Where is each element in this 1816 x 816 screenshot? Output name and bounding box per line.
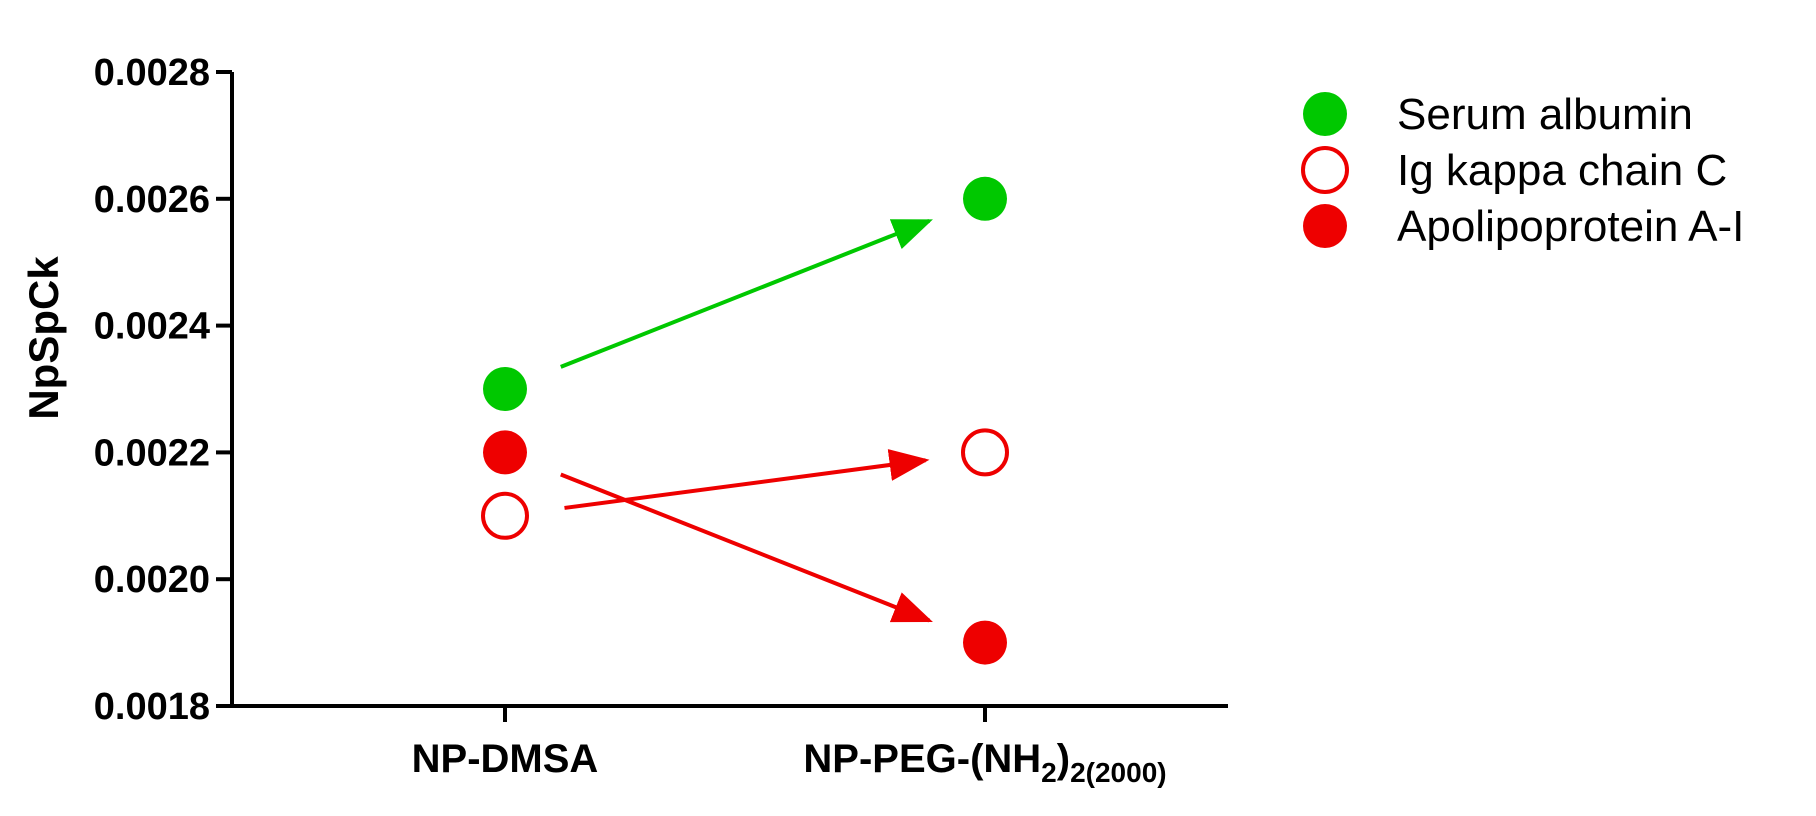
y-tick-label-4: 0.0026: [94, 179, 210, 221]
y-tick-label-3: 0.0024: [94, 306, 210, 348]
y-axis-title: NpSpCk: [20, 256, 67, 420]
y-tick-label-5: 0.0028: [94, 52, 210, 94]
legend-marker-0: [1303, 92, 1347, 136]
legend-label-2: Apolipoprotein A-I: [1397, 202, 1744, 251]
trend-arrows: [560, 219, 933, 623]
y-tick-label-1: 0.0020: [94, 559, 210, 601]
legend-label-0: Serum albumin: [1397, 90, 1693, 139]
data-point-series1-cat1: [961, 428, 1009, 477]
x-category-label-1: NP-PEG-(NH2)2(2000): [803, 737, 1166, 788]
data-point-series1-cat0: [481, 491, 529, 540]
data-point-series2-cat1: [963, 620, 1007, 665]
trend-arrow-0: [560, 219, 933, 369]
legend-marker-2: [1303, 204, 1347, 248]
x-category-label-0: NP-DMSA: [412, 737, 599, 781]
data-points: [481, 176, 1009, 665]
data-point-series0-cat1: [963, 176, 1007, 221]
y-tick-label-0: 0.0018: [94, 686, 210, 728]
legend-label-1: Ig kappa chain C: [1397, 146, 1727, 195]
trend-arrow-1: [564, 449, 930, 510]
y-tick-label-2: 0.0022: [94, 432, 210, 474]
data-point-series0-cat0: [483, 367, 527, 411]
legend: Serum albumin Ig kappa chain C Apolipoprot…: [1301, 90, 1744, 251]
axes: 0.0018 0.0020 0.0022 0.0024 0.0026 0.0028: [94, 52, 1228, 728]
legend-marker-1: [1301, 146, 1349, 194]
trend-arrow-2: [560, 472, 933, 623]
data-point-series2-cat0: [483, 430, 527, 475]
